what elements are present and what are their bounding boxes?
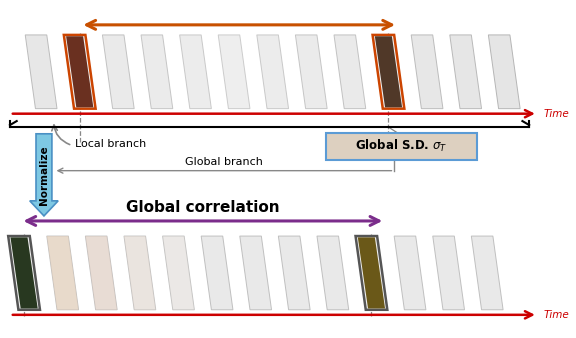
- Polygon shape: [218, 35, 250, 108]
- Polygon shape: [141, 35, 173, 108]
- Polygon shape: [488, 35, 520, 108]
- Polygon shape: [30, 134, 58, 216]
- Polygon shape: [278, 236, 310, 310]
- Text: Time: Time: [543, 109, 569, 119]
- Polygon shape: [257, 35, 289, 108]
- Polygon shape: [375, 36, 402, 107]
- FancyBboxPatch shape: [326, 133, 477, 160]
- Polygon shape: [47, 236, 78, 310]
- Polygon shape: [433, 236, 464, 310]
- Polygon shape: [201, 236, 233, 310]
- Polygon shape: [180, 35, 211, 108]
- Text: Local branch: Local branch: [75, 139, 146, 149]
- Polygon shape: [64, 35, 96, 108]
- Polygon shape: [25, 35, 57, 108]
- Text: Global correlation: Global correlation: [126, 200, 280, 215]
- Polygon shape: [355, 236, 387, 310]
- Text: Normalize: Normalize: [39, 145, 49, 205]
- Polygon shape: [124, 236, 156, 310]
- Polygon shape: [240, 236, 271, 310]
- Polygon shape: [10, 237, 37, 309]
- Polygon shape: [162, 236, 194, 310]
- Polygon shape: [411, 35, 443, 108]
- Text: Global branch: Global branch: [185, 156, 263, 167]
- Polygon shape: [85, 236, 117, 310]
- Polygon shape: [317, 236, 348, 310]
- Polygon shape: [450, 35, 482, 108]
- Text: Time: Time: [543, 310, 569, 320]
- Polygon shape: [358, 237, 385, 309]
- Polygon shape: [394, 236, 426, 310]
- Polygon shape: [85, 236, 117, 310]
- Polygon shape: [103, 35, 134, 108]
- Polygon shape: [8, 236, 40, 310]
- Polygon shape: [334, 35, 366, 108]
- Polygon shape: [295, 35, 327, 108]
- Polygon shape: [124, 236, 156, 310]
- Polygon shape: [66, 36, 93, 107]
- Polygon shape: [47, 236, 78, 310]
- Polygon shape: [162, 236, 194, 310]
- Polygon shape: [373, 35, 404, 108]
- Text: Global S.D. $\sigma_T$: Global S.D. $\sigma_T$: [355, 138, 448, 154]
- Polygon shape: [471, 236, 503, 310]
